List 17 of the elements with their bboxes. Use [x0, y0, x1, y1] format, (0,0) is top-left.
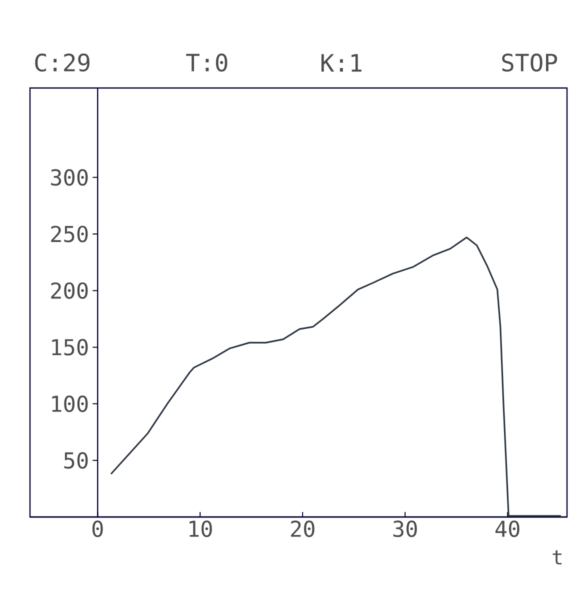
y-tick-label: 250 [51, 226, 88, 242]
text: T:0 [186, 54, 228, 72]
text: C:29 [35, 54, 90, 72]
x-tick-label: 40 [495, 520, 520, 538]
x-axis-title: t [552, 550, 562, 564]
y-tick-label: 100 [52, 396, 88, 412]
x-tick-label: 30 [393, 520, 417, 538]
text: STOP [502, 54, 558, 72]
line-series [110, 236, 562, 517]
text: K:1 [321, 54, 362, 72]
y-tick-label: 200 [51, 282, 88, 299]
y-tick-label: 150 [52, 338, 88, 356]
x-tick-label: 0 [92, 520, 103, 538]
x-tick-label: 10 [190, 520, 212, 538]
y-tick-label: 300 [51, 169, 88, 186]
x-tick-label: 20 [291, 520, 314, 538]
y-tick-label: 50 [64, 452, 88, 469]
